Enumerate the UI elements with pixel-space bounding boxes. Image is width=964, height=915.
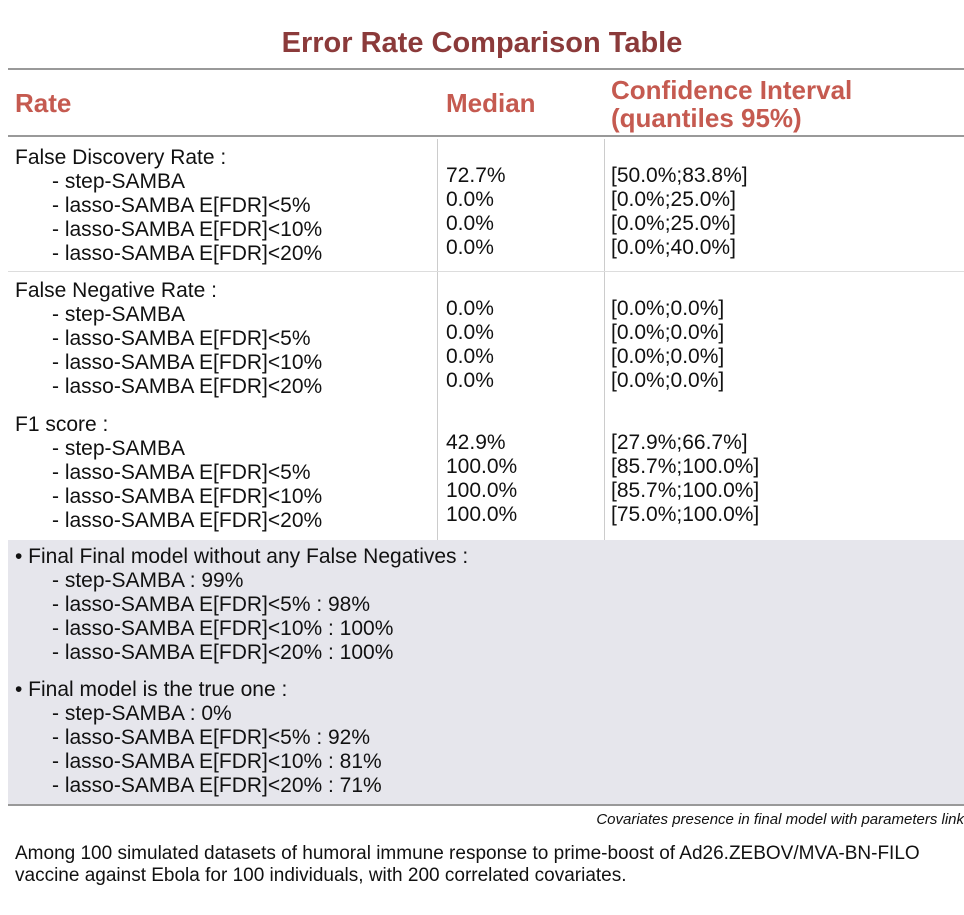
confidence-interval: [0.0%;0.0%] — [611, 321, 725, 344]
bullet-item: - lasso-SAMBA E[FDR]<20% : 100% — [52, 641, 394, 664]
bullet-item: - lasso-SAMBA E[FDR]<10% : 100% — [52, 617, 394, 640]
median: 0.0% — [446, 297, 494, 320]
row-label: - lasso-SAMBA E[FDR]<10% — [52, 351, 323, 374]
bullet-item: - lasso-SAMBA E[FDR]<10% : 81% — [52, 750, 382, 773]
group-title: False Discovery Rate : — [15, 146, 227, 169]
median: 72.7% — [446, 164, 506, 187]
confidence-interval: [85.7%;100.0%] — [611, 455, 760, 478]
median: 100.0% — [446, 455, 518, 478]
median: 0.0% — [446, 369, 494, 392]
confidence-interval: [75.0%;100.0%] — [611, 503, 760, 526]
table-title: Error Rate Comparison Table — [281, 27, 683, 59]
header-cell: Confidence Interval (quantiles 95%) — [611, 75, 853, 133]
median: 100.0% — [446, 503, 518, 526]
bullet-item: - lasso-SAMBA E[FDR]<5% : 92% — [52, 726, 371, 749]
row-group: False Negative Rate :- step-SAMBA 0.0% [0.… — [8, 273, 964, 403]
confidence-interval: [0.0%;40.0%] — [611, 236, 736, 259]
bullet-item: - step-SAMBA : 0% — [52, 702, 232, 725]
median: 100.0% — [446, 479, 518, 502]
confidence-interval: [0.0%;0.0%] — [611, 297, 725, 320]
bullet-item: - step-SAMBA : 99% — [52, 569, 244, 592]
row-label: - lasso-SAMBA E[FDR]<5% — [52, 194, 311, 217]
median: 0.0% — [446, 212, 494, 235]
group-title: False Negative Rate : — [15, 279, 217, 302]
rule — [8, 68, 964, 70]
confidence-interval: [0.0%;25.0%] — [611, 188, 736, 211]
row-label: - step-SAMBA — [52, 437, 186, 460]
rule — [8, 135, 964, 137]
header-cell: Median — [446, 88, 536, 118]
row-label: - lasso-SAMBA E[FDR]<20% — [52, 375, 323, 398]
median: 42.9% — [446, 431, 506, 454]
row-label: - lasso-SAMBA E[FDR]<10% — [52, 485, 323, 508]
column-line — [437, 139, 438, 540]
row-label: - lasso-SAMBA E[FDR]<20% — [52, 509, 323, 532]
row-label: - lasso-SAMBA E[FDR]<5% — [52, 327, 311, 350]
column-line — [604, 139, 605, 540]
confidence-interval: [0.0%;0.0%] — [611, 345, 725, 368]
summary-box: • Final Final model without any False Ne… — [8, 540, 964, 806]
row-label: - step-SAMBA — [52, 303, 186, 326]
confidence-interval: [85.7%;100.0%] — [611, 479, 760, 502]
separator — [8, 271, 964, 272]
footnote: Covariates presence in final model with … — [596, 811, 964, 828]
description: Among 100 simulated datasets of humoral … — [15, 843, 920, 886]
median: 0.0% — [446, 321, 494, 344]
median: 0.0% — [446, 236, 494, 259]
row-group: F1 score :- step-SAMBA 42.9% [27.9%;66.7%]… — [8, 407, 964, 537]
row-label: - lasso-SAMBA E[FDR]<10% — [52, 218, 323, 241]
bullet-item: - lasso-SAMBA E[FDR]<5% : 98% — [52, 593, 371, 616]
confidence-interval: [50.0%;83.8%] — [611, 164, 748, 187]
bullet-title: • Final model is the true one : — [15, 678, 288, 701]
row-label: - lasso-SAMBA E[FDR]<20% — [52, 242, 323, 265]
bullet-item: - lasso-SAMBA E[FDR]<20% : 71% — [52, 774, 382, 797]
median: 0.0% — [446, 188, 494, 211]
confidence-interval: [0.0%;0.0%] — [611, 369, 725, 392]
median: 0.0% — [446, 345, 494, 368]
row-group: False Discovery Rate :- step-SAMBA 72.7% [… — [8, 140, 964, 270]
row-label: - step-SAMBA — [52, 170, 186, 193]
row-label: - lasso-SAMBA E[FDR]<5% — [52, 461, 311, 484]
confidence-interval: [0.0%;25.0%] — [611, 212, 736, 235]
header-cell: Rate — [15, 88, 72, 118]
group-title: F1 score : — [15, 413, 109, 436]
bullet-title: • Final Final model without any False Ne… — [15, 545, 469, 568]
confidence-interval: [27.9%;66.7%] — [611, 431, 748, 454]
